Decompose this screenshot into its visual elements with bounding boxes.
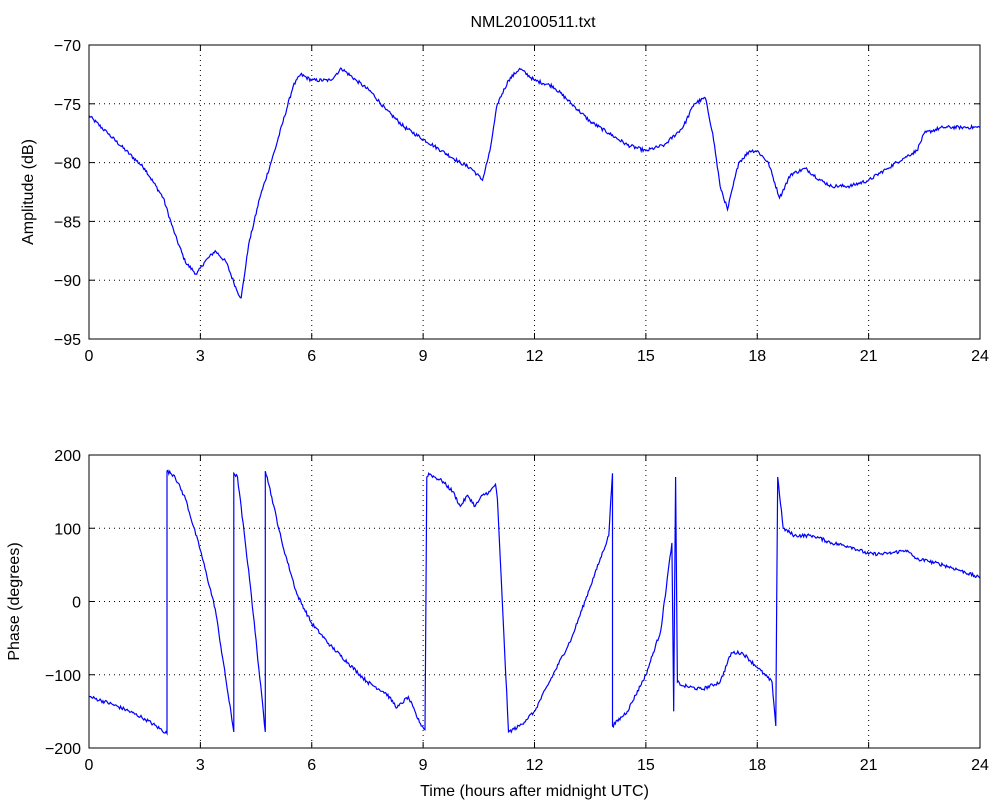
phase-y-axis-label: Phase (degrees) <box>6 542 23 660</box>
x-tick-label: 0 <box>85 348 94 365</box>
x-tick-label: 3 <box>196 348 205 365</box>
x-tick-label: 6 <box>307 348 316 365</box>
y-tick-label: −100 <box>45 668 81 685</box>
x-tick-label: 6 <box>307 757 316 774</box>
series-line <box>89 67 980 299</box>
y-tick-label: −90 <box>54 273 81 290</box>
phase-ticks: 0 3 6 9 12 15 18 21 24 −200 −100 0 100 200 <box>45 448 989 774</box>
x-tick-label: 3 <box>196 757 205 774</box>
y-tick-label: −200 <box>45 741 81 758</box>
amplitude-ticks: 0 3 6 9 12 15 18 21 24 −95 −90 −85 −80 −75 −70 <box>54 38 989 365</box>
x-tick-label: 12 <box>526 757 544 774</box>
y-tick-label: 0 <box>72 595 81 612</box>
y-tick-label: −75 <box>54 97 81 114</box>
amplitude-y-axis-label: Amplitude (dB) <box>20 139 37 245</box>
x-tick-label: 18 <box>748 757 766 774</box>
x-tick-label: 0 <box>85 757 94 774</box>
phase-panel: 0 3 6 9 12 15 18 21 24 −200 −100 0 100 200 Phase (deg… <box>6 448 989 800</box>
x-tick-label: 18 <box>748 348 766 365</box>
y-tick-label: −80 <box>54 156 81 173</box>
x-tick-label: 15 <box>637 757 655 774</box>
x-tick-label: 24 <box>971 757 989 774</box>
x-tick-label: 9 <box>419 348 428 365</box>
amplitude-panel: 0 3 6 9 12 15 18 21 24 −95 −90 −85 −80 −75 −70 Amplitu… <box>20 38 989 365</box>
x-tick-label: 9 <box>419 757 428 774</box>
amplitude-series <box>89 67 980 299</box>
x-tick-label: 21 <box>860 757 878 774</box>
y-tick-label: −95 <box>54 332 81 349</box>
phase-grid <box>89 455 980 748</box>
phase-series <box>89 469 980 736</box>
y-tick-label: 200 <box>54 448 81 465</box>
series-line <box>89 469 980 736</box>
figure-title: NML20100511.txt <box>470 14 596 31</box>
x-tick-label: 12 <box>526 348 544 365</box>
y-tick-label: −85 <box>54 214 81 231</box>
x-tick-label: 15 <box>637 348 655 365</box>
x-tick-label: 24 <box>971 348 989 365</box>
x-tick-label: 21 <box>860 348 878 365</box>
y-tick-label: −70 <box>54 38 81 55</box>
phase-x-axis-label: Time (hours after midnight UTC) <box>420 783 649 800</box>
amplitude-grid <box>89 45 980 339</box>
y-tick-label: 100 <box>54 521 81 538</box>
